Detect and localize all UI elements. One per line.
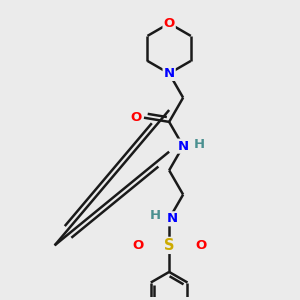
- Text: N: N: [167, 212, 178, 225]
- Text: H: H: [194, 138, 205, 151]
- Text: S: S: [164, 238, 174, 253]
- Text: N: N: [178, 140, 189, 153]
- Text: O: O: [164, 17, 175, 30]
- Text: N: N: [164, 67, 175, 80]
- Text: O: O: [132, 239, 143, 252]
- Text: O: O: [130, 111, 141, 124]
- Text: H: H: [149, 209, 161, 222]
- Text: O: O: [195, 239, 206, 252]
